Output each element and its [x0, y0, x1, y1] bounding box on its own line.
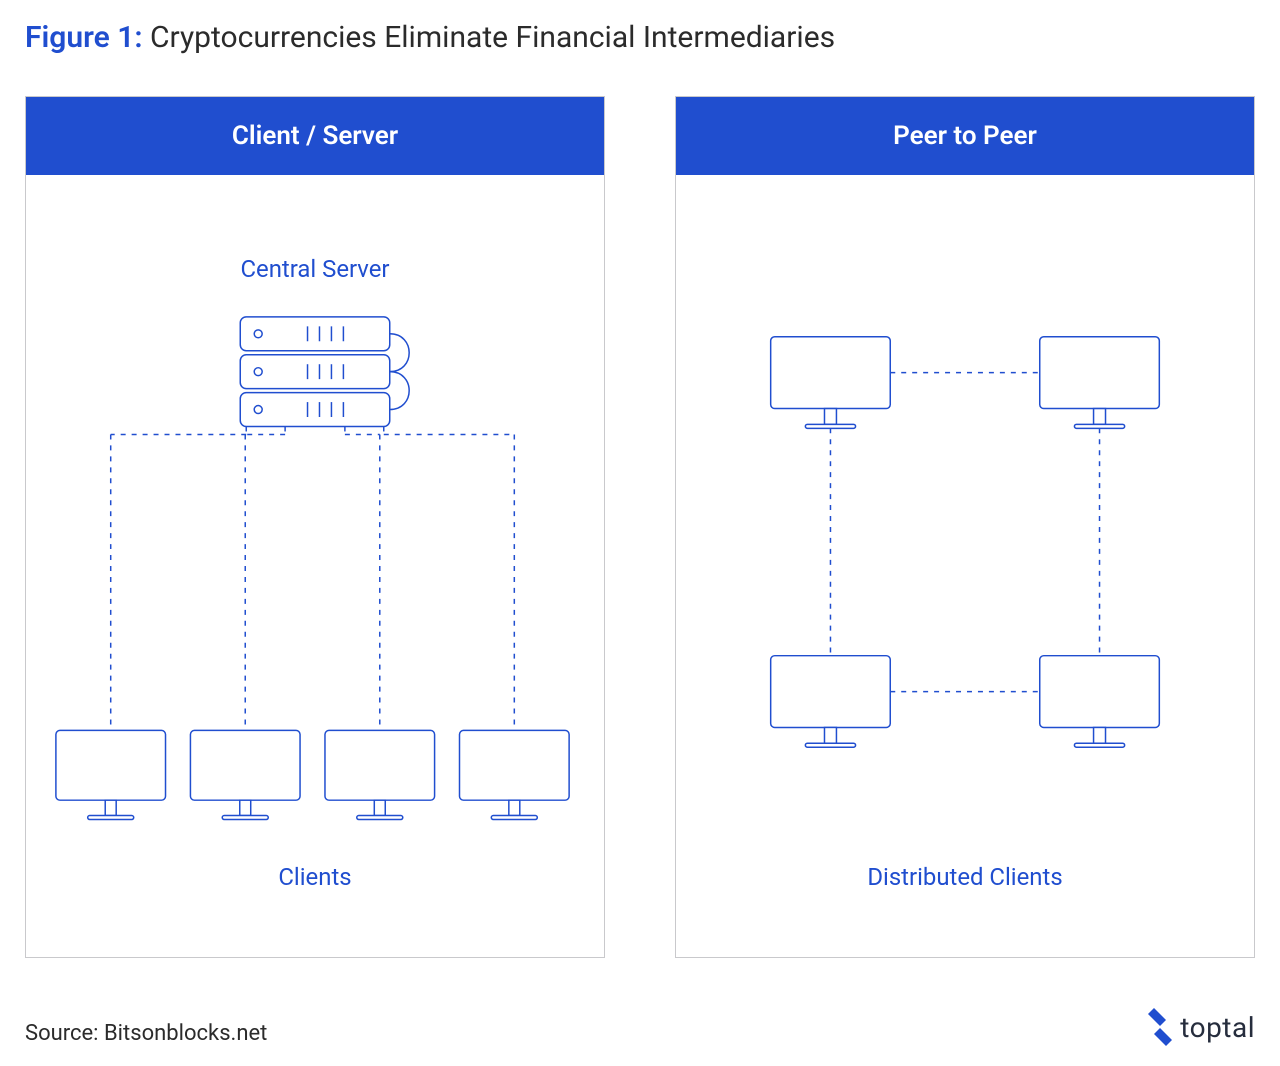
monitor-icon [56, 730, 166, 819]
toptal-logo: toptal [1146, 1008, 1255, 1046]
server-client-connections [111, 426, 515, 730]
panel-peer-to-peer: Peer to Peer Distributed Clients [675, 96, 1255, 958]
panel-client-server: Client / Server Central Server Clients [25, 96, 605, 958]
distributed-clients-label: Distributed Clients [867, 863, 1062, 891]
figure-title: Figure 1: Cryptocurrencies Eliminate Fin… [25, 20, 1255, 56]
peer-monitors [771, 337, 1160, 747]
monitor-icon [771, 656, 891, 748]
client-monitors-row [56, 730, 569, 819]
panel-header-right: Peer to Peer [676, 97, 1254, 175]
toptal-logo-icon [1146, 1008, 1174, 1046]
figure-title-text: Cryptocurrencies Eliminate Financial Int… [150, 20, 835, 55]
monitor-icon [325, 730, 435, 819]
monitor-icon [460, 730, 570, 819]
panel-body-right: Distributed Clients [676, 175, 1254, 957]
panels-row: Client / Server Central Server Clients [25, 96, 1255, 958]
source-prefix: Source: [25, 1021, 104, 1046]
clients-label: Clients [278, 863, 351, 891]
monitor-icon [1040, 337, 1160, 429]
source-value: Bitsonblocks.net [104, 1021, 267, 1046]
peer-connections [830, 373, 1099, 692]
figure-footer: Source: Bitsonblocks.net toptal [25, 1008, 1255, 1046]
panel-body-left: Central Server Clients [26, 175, 604, 957]
figure-number: Figure 1: [25, 20, 143, 55]
monitor-icon [771, 337, 891, 429]
central-server-label: Central Server [240, 255, 389, 283]
server-icon [240, 317, 409, 427]
source-line: Source: Bitsonblocks.net [25, 1021, 267, 1046]
panel-header-left: Client / Server [26, 97, 604, 175]
monitor-icon [190, 730, 300, 819]
peer-to-peer-diagram: Distributed Clients [676, 175, 1254, 957]
toptal-logo-text: toptal [1180, 1011, 1255, 1044]
client-server-diagram: Central Server Clients [26, 175, 604, 957]
monitor-icon [1040, 656, 1160, 748]
